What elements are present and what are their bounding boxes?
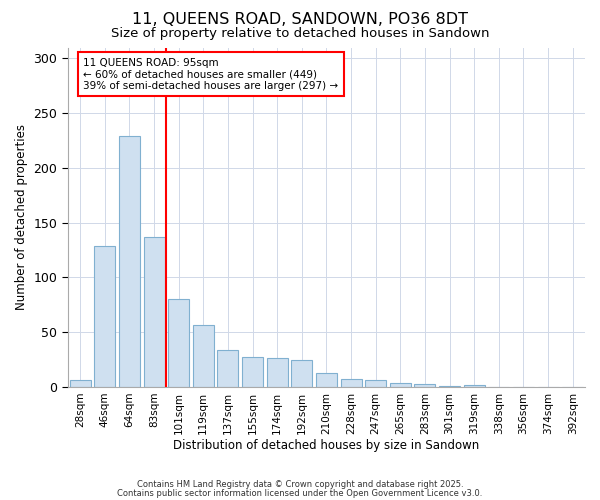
Bar	[193, 324, 214, 387]
Bar	[464, 385, 485, 387]
Text: Size of property relative to detached houses in Sandown: Size of property relative to detached ho…	[111, 28, 489, 40]
Text: 11 QUEENS ROAD: 95sqm
← 60% of detached houses are smaller (449)
39% of semi-det: 11 QUEENS ROAD: 95sqm ← 60% of detached …	[83, 58, 338, 91]
Bar	[390, 382, 411, 387]
Bar	[292, 360, 312, 387]
Text: Contains public sector information licensed under the Open Government Licence v3: Contains public sector information licen…	[118, 488, 482, 498]
Bar	[415, 384, 436, 387]
Bar	[143, 237, 164, 387]
X-axis label: Distribution of detached houses by size in Sandown: Distribution of detached houses by size …	[173, 440, 479, 452]
Bar	[242, 358, 263, 387]
Bar	[316, 372, 337, 387]
Text: 11, QUEENS ROAD, SANDOWN, PO36 8DT: 11, QUEENS ROAD, SANDOWN, PO36 8DT	[132, 12, 468, 28]
Y-axis label: Number of detached properties: Number of detached properties	[15, 124, 28, 310]
Bar	[341, 380, 362, 387]
Bar	[70, 380, 91, 387]
Bar	[217, 350, 238, 387]
Bar	[365, 380, 386, 387]
Bar	[267, 358, 287, 387]
Bar	[168, 300, 189, 387]
Bar	[94, 246, 115, 387]
Bar	[439, 386, 460, 387]
Text: Contains HM Land Registry data © Crown copyright and database right 2025.: Contains HM Land Registry data © Crown c…	[137, 480, 463, 489]
Bar	[119, 136, 140, 387]
